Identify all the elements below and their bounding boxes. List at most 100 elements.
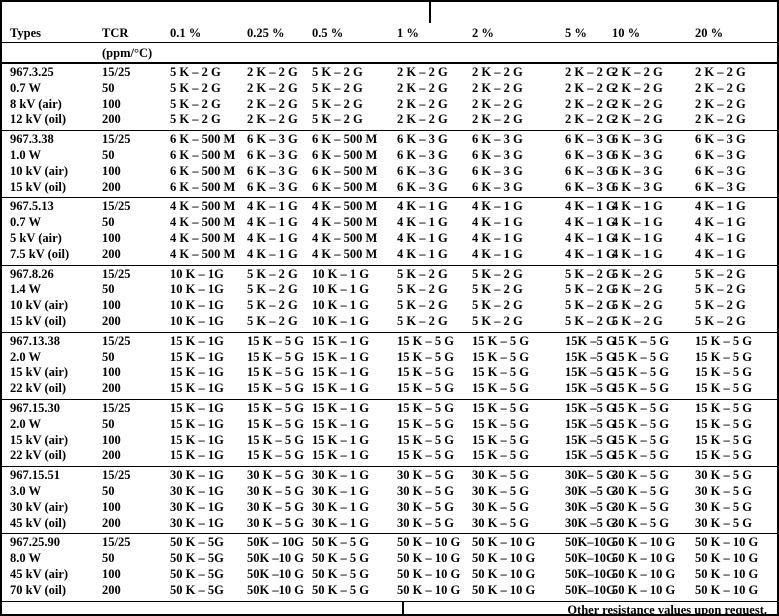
tcr-cell: 50	[102, 483, 115, 498]
table-row: 10 kV (air) 100 10 K – 1G 5 K – 2 G 10 K – 1…	[2, 298, 777, 314]
resistance-range-cell: 15 K – 1G	[170, 333, 224, 348]
table-row: 45 kV (oil) 200 30 K – 1G 30 K – 5 G 30 K – …	[2, 516, 777, 532]
resistance-range-cell: 50 K – 10 G	[612, 582, 676, 597]
resistance-range-cell: 15 K – 5 G	[612, 365, 669, 380]
resistance-range-cell: 15 K – 5 G	[612, 448, 669, 463]
tcr-unit-label: (ppm/°C)	[102, 46, 153, 60]
type-group: 967.15.30 15/25 15 K – 1G 15 K – 5 G 15 K – …	[2, 400, 777, 468]
resistance-range-cell: 5 K – 2 G	[695, 313, 746, 328]
resistance-range-cell: 2 K – 2 G	[612, 112, 663, 127]
resistance-range-cell: 15K –5 G	[565, 416, 616, 431]
resistance-range-cell: 15 K – 5 G	[247, 349, 304, 364]
resistance-range-cell: 6 K – 500 M	[312, 147, 378, 162]
resistance-range-cell: 4 K – 1 G	[612, 230, 663, 245]
resistance-range-cell: 30 K – 5 G	[247, 483, 304, 498]
resistance-range-cell: 50K–10G	[565, 551, 616, 566]
resistance-range-cell: 6 K – 3 G	[695, 163, 746, 178]
tcr-cell: 200	[102, 179, 121, 194]
resistance-range-cell: 15 K – 1 G	[312, 381, 369, 396]
type-group: 967.8.26 15/25 10 K – 1G 5 K – 2 G 10 K – 1 …	[2, 266, 777, 333]
resistance-range-cell: 4 K – 500 M	[170, 246, 236, 261]
table-row: 1.4 W 50 10 K – 1G 5 K – 2 G 10 K – 1 G 5 K –…	[2, 282, 777, 298]
resistance-range-cell: 5 K – 2 G	[247, 266, 298, 281]
tcr-cell: 200	[102, 313, 121, 328]
resistance-range-cell: 4 K – 1 G	[247, 230, 298, 245]
resistance-range-cell: 30 K – 5 G	[247, 515, 304, 530]
type-cell: 5 kV (air)	[10, 230, 62, 245]
table-row: 967.5.13 15/25 4 K – 500 M 4 K – 1 G 4 K – 5…	[2, 199, 777, 215]
resistance-range-cell: 15 K – 5 G	[472, 416, 529, 431]
tcr-cell: 200	[102, 381, 121, 396]
resistance-range-cell: 6 K – 3 G	[397, 147, 448, 162]
resistance-range-cell: 50 K – 10 G	[397, 566, 461, 581]
resistance-range-cell: 50 K – 5 G	[312, 535, 369, 550]
resistance-range-cell: 4 K – 500 M	[312, 199, 378, 214]
resistance-range-cell: 15 K – 5 G	[397, 416, 454, 431]
type-cell: 15 kV (air)	[10, 432, 69, 447]
resistance-range-cell: 2 K – 2 G	[397, 80, 448, 95]
resistance-range-cell: 15 K – 5 G	[472, 432, 529, 447]
top-strip-divider	[429, 2, 431, 23]
type-group: 967.5.13 15/25 4 K – 500 M 4 K – 1 G 4 K – 5…	[2, 198, 777, 266]
table-row: 22 kV (oil) 200 15 K – 1G 15 K – 5 G 15 K – …	[2, 448, 777, 464]
tcr-cell: 50	[102, 349, 115, 364]
table-row: 2.0 W 50 15 K – 1G 15 K – 5 G 15 K – 1 G 15 K…	[2, 350, 777, 366]
resistance-range-cell: 5 K – 2 G	[695, 298, 746, 313]
resistance-range-cell: 15 K – 1 G	[312, 400, 369, 415]
type-cell: 967.8.26	[10, 266, 54, 281]
resistance-range-cell: 50 K – 10 G	[472, 582, 536, 597]
resistance-range-cell: 2 K – 2 G	[565, 65, 616, 79]
type-cell: 3.0 W	[10, 483, 42, 498]
resistance-range-cell: 6 K – 500 M	[170, 132, 236, 147]
resistance-range-cell: 30 K – 1 G	[312, 483, 369, 498]
type-cell: 15 kV (oil)	[10, 313, 67, 328]
resistance-range-cell: 4 K – 1 G	[472, 230, 523, 245]
table-row: 967.15.30 15/25 15 K – 1G 15 K – 5 G 15 K – …	[2, 401, 777, 417]
resistance-range-cell: 4 K – 1 G	[695, 199, 746, 214]
resistance-range-cell: 50 K – 10 G	[612, 551, 676, 566]
column-header: TCR	[102, 26, 129, 40]
resistance-range-cell: 5 K – 2 G	[472, 313, 523, 328]
resistance-range-cell: 5 K – 2 G	[612, 298, 663, 313]
resistance-range-cell: 4 K – 1 G	[565, 215, 616, 230]
column-header: 0.25 %	[247, 26, 285, 40]
resistance-range-cell: 30 K – 1 G	[312, 499, 369, 514]
resistance-range-cell: 15 K – 5 G	[612, 432, 669, 447]
type-group: 967.3.38 15/25 6 K – 500 M 6 K – 3 G 6 K – 5…	[2, 131, 777, 199]
resistance-range-cell: 2 K – 2 G	[247, 112, 298, 127]
resistance-range-cell: 50 K – 5G	[170, 566, 224, 581]
tcr-cell: 15/25	[102, 132, 131, 147]
resistance-range-cell: 10 K – 1G	[170, 266, 224, 281]
table-row: 3.0 W 50 30 K – 1G 30 K – 5 G 30 K – 1 G 30 K…	[2, 484, 777, 500]
resistance-range-cell: 50K –10 G	[247, 582, 304, 597]
tcr-cell: 50	[102, 551, 115, 566]
resistance-range-cell: 15 K – 5 G	[247, 416, 304, 431]
resistance-range-cell: 6 K – 3 G	[247, 147, 298, 162]
resistance-range-cell: 2 K – 2 G	[472, 65, 523, 79]
type-cell: 22 kV (oil)	[10, 381, 67, 396]
resistance-range-cell: 15 K – 5 G	[695, 333, 752, 348]
resistance-range-cell: 15K –5 G	[565, 333, 616, 348]
resistance-range-cell: 4 K – 1 G	[397, 199, 448, 214]
resistance-range-cell: 15 K – 1G	[170, 432, 224, 447]
resistance-range-cell: 15 K – 1 G	[312, 349, 369, 364]
type-cell: 8 kV (air)	[10, 96, 62, 111]
resistance-range-cell: 50K –10 G	[247, 551, 304, 566]
resistance-range-cell: 30 K – 5 G	[247, 468, 304, 483]
resistance-range-cell: 30K –5 G	[565, 515, 616, 530]
type-cell: 45 kV (air)	[10, 566, 69, 581]
resistance-range-cell: 4 K – 1 G	[397, 246, 448, 261]
resistance-range-cell: 15 K – 5 G	[695, 432, 752, 447]
resistance-range-cell: 4 K – 1 G	[612, 246, 663, 261]
resistance-range-cell: 2 K – 2 G	[472, 112, 523, 127]
resistance-range-cell: 50K–10G	[565, 535, 616, 550]
resistance-range-cell: 5 K – 2 G	[397, 298, 448, 313]
table-row: 15 kV (air) 100 15 K – 1G 15 K – 5 G 15 K – …	[2, 365, 777, 381]
resistance-range-cell: 2 K – 2 G	[695, 80, 746, 95]
resistance-range-cell: 30 K – 5 G	[247, 499, 304, 514]
resistance-range-cell: 2 K – 2 G	[397, 65, 448, 79]
resistance-range-cell: 2 K – 2 G	[695, 112, 746, 127]
column-header: Types	[10, 26, 42, 40]
